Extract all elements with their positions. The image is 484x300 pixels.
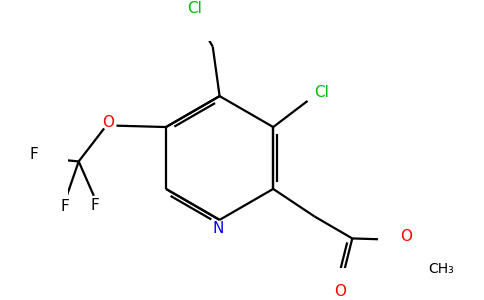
Text: F: F bbox=[60, 199, 69, 214]
Text: N: N bbox=[212, 221, 224, 236]
Text: F: F bbox=[91, 198, 100, 213]
Text: O: O bbox=[400, 229, 412, 244]
Text: O: O bbox=[102, 116, 114, 130]
Text: Cl: Cl bbox=[314, 85, 329, 100]
Text: F: F bbox=[30, 147, 38, 162]
Text: CH₃: CH₃ bbox=[428, 262, 454, 276]
Text: O: O bbox=[334, 284, 347, 299]
Text: Cl: Cl bbox=[187, 1, 202, 16]
